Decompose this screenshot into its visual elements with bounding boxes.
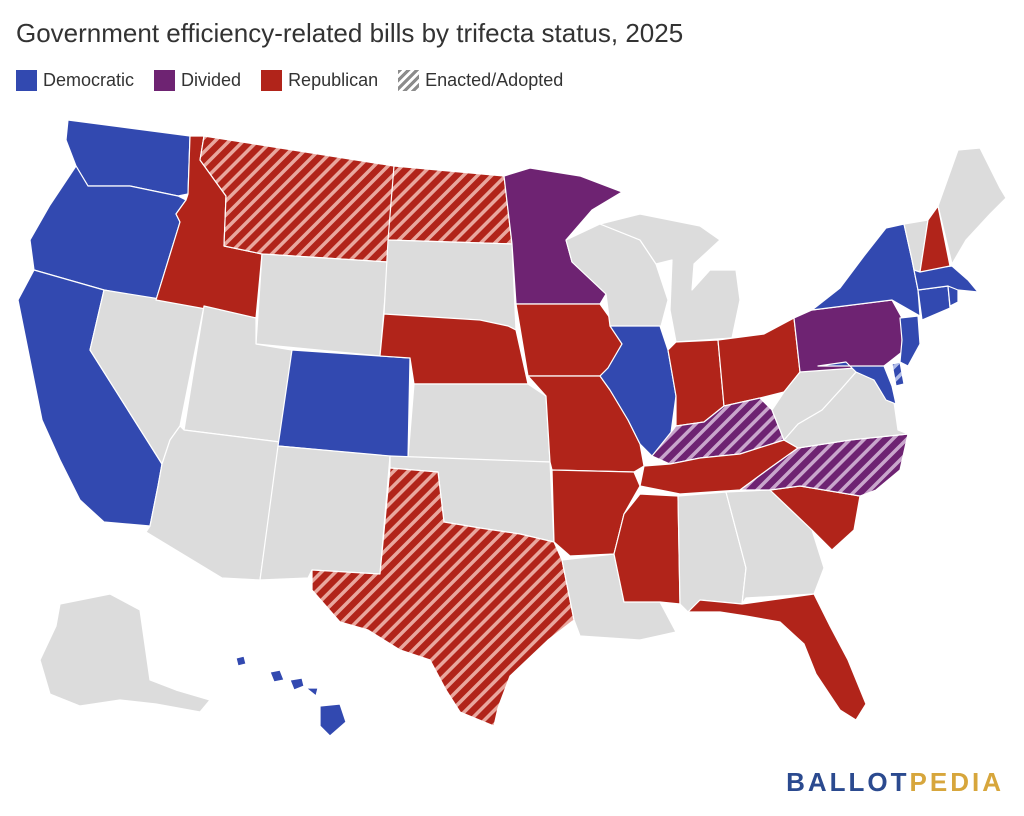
state-michigan[interactable] [599,213,741,343]
legend-swatch-republican [261,70,283,91]
state-colorado[interactable] [277,349,411,459]
state-massachusetts[interactable] [913,265,979,293]
state-pennsylvania[interactable] [793,299,903,373]
state-wyoming[interactable] [255,253,389,357]
state-maryland[interactable] [817,361,897,405]
legend-item-democratic: Democratic [16,70,134,91]
legend-item-divided: Divided [154,70,241,91]
state-montana[interactable] [199,135,395,263]
legend-swatch-enacted-hatch [398,70,420,91]
state-iowa[interactable] [515,303,623,377]
legend-swatch-divided [154,70,176,91]
state-texas[interactable] [311,467,575,727]
logo-part-pedia: PEDIA [909,767,1004,797]
legend-item-enacted: Enacted/Adopted [398,70,563,91]
state-mississippi[interactable] [613,493,681,605]
legend-swatch-democratic [16,70,37,91]
state-maine[interactable] [937,147,1007,265]
state-kansas[interactable] [407,383,551,463]
state-alaska[interactable] [39,593,211,713]
state-florida[interactable] [687,593,867,721]
legend-label-republican: Republican [288,70,379,90]
state-delaware[interactable] [891,361,905,387]
state-north-carolina[interactable] [739,433,909,497]
ballotpedia-logo: BALLOTPEDIA [786,767,1004,798]
state-connecticut[interactable] [917,285,951,321]
state-new-mexico[interactable] [259,445,391,581]
legend-label-divided: Divided [181,70,242,90]
state-new-york[interactable] [811,223,921,317]
state-new-jersey[interactable] [899,315,921,367]
logo-part-ballot: BALLOT [786,767,910,797]
legend-item-republican: Republican [261,70,378,91]
state-new-hampshire[interactable] [919,205,951,273]
legend: Democratic Divided Republican Enacted/Ad… [16,70,583,91]
map-title: Government efficiency-related bills by t… [16,18,684,48]
state-north-dakota[interactable] [387,165,513,245]
legend-label-enacted: Enacted/Adopted [425,70,564,90]
legend-label-democratic: Democratic [43,70,135,90]
state-hawaii[interactable] [235,655,347,737]
